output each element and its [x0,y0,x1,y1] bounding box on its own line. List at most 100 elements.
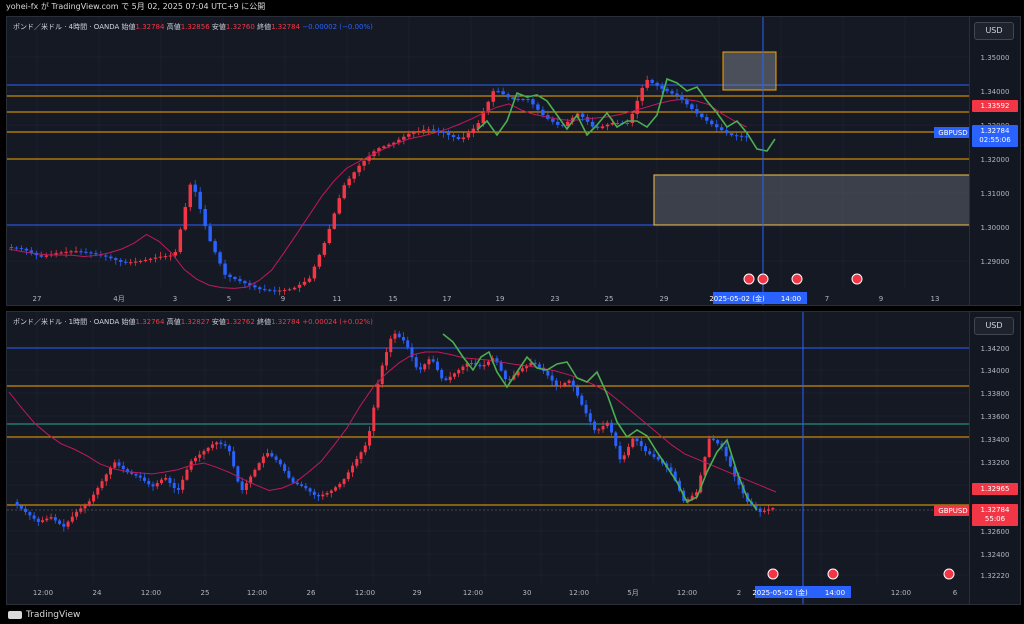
candle-body [435,361,439,370]
candle-body [193,184,197,192]
open-label: 始値 [121,23,136,31]
candle-body [123,261,128,263]
tradingview-logo[interactable]: TradingView [8,609,80,621]
price-axis[interactable]: USD 1.34200 1.34000 1.33800 1.33600 1.33400 1… [969,312,1020,604]
candle-body [168,255,173,257]
candle-body [648,451,652,455]
candle-body [223,444,227,446]
candle-body [62,523,66,527]
price-axis[interactable]: USD 1.350001.340001.330001.320001.310001… [969,17,1020,305]
candle-body [203,208,207,227]
candle-body [240,481,244,490]
candle-body [754,505,758,509]
candle-body [465,363,469,367]
symbol-tag-text: GBPUSD [938,507,967,515]
candle-body [215,442,219,445]
last-price-tag [972,125,1018,147]
plot-area[interactable]: 12:00 24 12:00 25 12:00 26 12:00 29 12:00 30 12:00… [7,312,971,604]
candle-body [185,469,189,480]
candle-body [665,88,669,92]
candle-body [74,251,78,253]
candle-body [148,258,153,260]
candle-body [380,365,384,385]
candle-body [516,371,520,376]
candle-body [724,130,729,134]
candle-body [427,359,431,365]
candle-body [24,248,29,251]
price-tick: 1.34000 [981,367,1010,375]
candle-body [714,124,719,128]
event-flag-icon [757,273,769,285]
currency-button[interactable]: USD [974,22,1014,40]
candle-body [614,432,618,446]
candle-body [176,488,180,490]
candle-body [300,484,304,486]
candle-body [737,476,741,485]
time-axis-tick: 9 [281,295,285,303]
candle-body [283,464,287,472]
candle-body [630,113,635,123]
candle-body [19,505,23,509]
candle-body [307,278,312,282]
candle-body [580,113,585,118]
price-tag-red-text: 1.33592 [981,102,1010,110]
candle-body [297,284,302,288]
last-price-tag-text: 55:06 [985,515,1006,523]
crosshair-date-text: 2025-05-02 (金) [709,294,765,303]
crosshair-time-text: 14:00 [781,295,801,303]
candle-body [253,285,257,288]
candle-body [625,123,630,124]
chart-pane-4h[interactable]: 27 4月 3 5 9 11 15 17 19 23 25 29 7 9 13 2025-05-02 (金) 1… [6,16,1021,306]
candle-body [168,478,172,484]
candle-body [559,385,563,387]
candle-body [407,133,411,137]
candle-body [444,378,448,381]
candle-body [526,99,530,100]
candle-body [188,184,193,208]
candle-body [41,520,45,522]
candle-body [248,283,252,286]
plot-area[interactable]: 27 4月 3 5 9 11 15 17 19 23 25 29 7 9 13 2025-05-02 (金) 1… [7,17,971,305]
moving-average [8,351,777,493]
time-axis-tick: 2 [737,589,741,597]
candle-body [610,422,614,433]
candle-body [703,456,707,476]
high-label: 高値 [166,318,181,326]
candle-body [610,123,615,125]
candle-body [576,386,580,396]
candle-body [536,104,540,110]
publish-info: yohei-fx が TradingView.com で 5月 02, 2025… [0,0,1024,14]
candle-body [695,109,699,114]
candle-body [75,511,79,517]
candle-body [556,121,560,125]
candle-body [210,444,214,448]
candle-body [461,137,466,140]
candle-body [121,465,125,470]
candle-body [675,93,679,96]
candle-body [282,289,287,291]
last-price-tag [972,504,1018,526]
low-value: 1.32762 [225,318,255,326]
candle-body [337,198,342,214]
candle-body [734,135,739,137]
candle-body [719,127,724,131]
time-axis-tick: 15 [389,295,398,303]
chart-pane-1h[interactable]: 12:00 24 12:00 25 12:00 26 12:00 29 12:00 30 12:00… [6,311,1021,605]
candle-body [143,259,148,262]
price-chart-4h[interactable]: 27 4月 3 5 9 11 15 17 19 23 25 29 7 9 13 2025-05-02 (金) 1… [7,17,971,305]
candle-body [506,94,510,98]
currency-button[interactable]: USD [974,317,1014,335]
candle-body [511,97,515,99]
candle-body [143,477,146,481]
candle-body [198,191,202,209]
price-chart-1h[interactable]: 12:00 24 12:00 25 12:00 26 12:00 29 12:00 30 12:00… [7,312,971,604]
candle-body [389,338,393,353]
candle-body [728,456,732,467]
candle-body [537,364,541,368]
candle-body [635,100,639,114]
footer: TradingView [0,606,1024,624]
candle-body [496,91,500,93]
price-tag-red [972,100,1018,112]
candle-body [533,362,537,365]
candle-body [261,456,265,464]
